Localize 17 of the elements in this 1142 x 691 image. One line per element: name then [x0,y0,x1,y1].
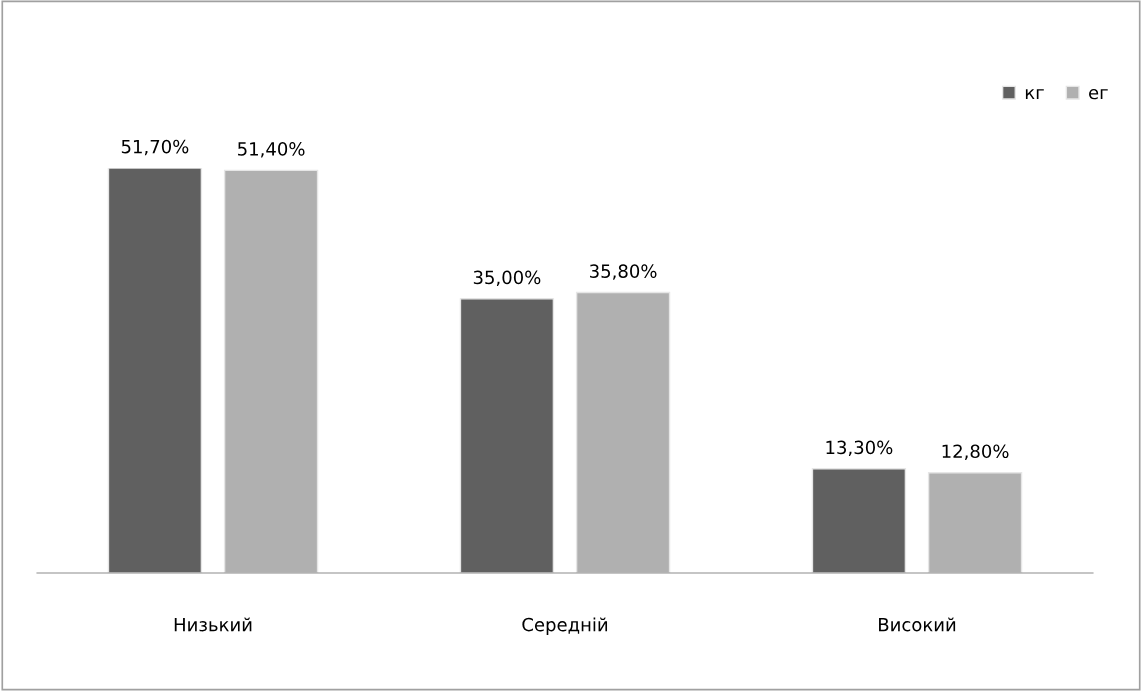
bar [927,472,1023,573]
x-tick-label: Середній [522,617,608,635]
legend-label: кг [1025,89,1044,100]
x-tick-label: Високий [879,617,956,632]
data-label: 12,80% [942,444,1009,460]
data-label: 13,30% [826,440,893,457]
bar [107,168,203,573]
bar [223,169,319,573]
bar [459,298,555,573]
data-label: 51,70% [121,139,189,156]
data-label: 35,00% [473,270,541,287]
data-label: 35,80% [590,264,657,280]
x-tick-label: Низький [174,617,252,632]
bar [811,468,907,573]
legend-label: ег [1089,88,1108,100]
data-label: 51,40% [238,142,305,158]
bar [575,291,671,573]
